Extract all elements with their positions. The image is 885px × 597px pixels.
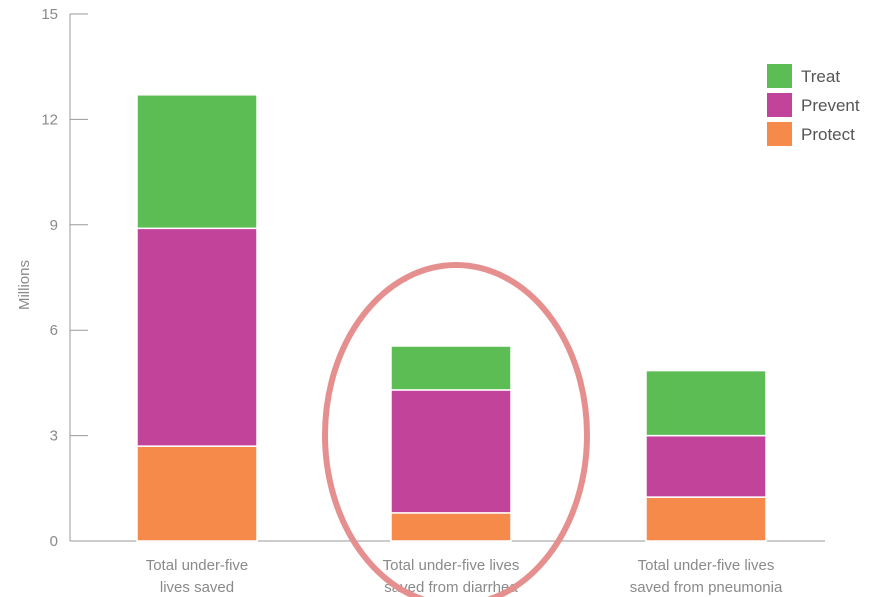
bar-segment-protect bbox=[390, 512, 512, 542]
bar-segment-protect bbox=[645, 496, 767, 542]
bar-segment-protect bbox=[136, 445, 258, 542]
highlight-annotation bbox=[322, 262, 590, 597]
y-tick-label: 9 bbox=[50, 217, 58, 234]
category-label: Total under-five lives saved bbox=[146, 557, 249, 596]
y-tick-label: 15 bbox=[41, 6, 58, 23]
legend-label-treat: Treat bbox=[801, 67, 840, 86]
legend-label-prevent: Prevent bbox=[801, 96, 860, 115]
y-tick-label: 0 bbox=[50, 533, 58, 550]
y-tick-label: 12 bbox=[41, 111, 58, 128]
bars bbox=[136, 94, 767, 542]
legend: Treat Prevent Protect bbox=[767, 64, 860, 146]
y-tick-label: 6 bbox=[50, 322, 58, 339]
highlight-ellipse bbox=[322, 262, 590, 597]
category-label: Total under-five lives saved from diarrhe… bbox=[383, 557, 520, 596]
legend-label-protect: Protect bbox=[801, 125, 855, 144]
y-axis-label: Millions bbox=[16, 260, 33, 310]
category-labels: Total under-five lives saved Total under-f… bbox=[146, 557, 783, 596]
y-tick-label: 3 bbox=[50, 428, 58, 445]
bar-segment-treat bbox=[390, 345, 512, 391]
bar-segment-prevent bbox=[136, 227, 258, 447]
bar-segment-prevent bbox=[645, 434, 767, 498]
category-label: Total under-five lives saved from pneumon… bbox=[630, 557, 783, 596]
legend-swatch-treat bbox=[767, 64, 792, 88]
legend-swatch-prevent bbox=[767, 93, 792, 117]
bar-segment-prevent bbox=[390, 389, 512, 514]
legend-swatch-protect bbox=[767, 122, 792, 146]
bar-segment-treat bbox=[136, 94, 258, 230]
bar-segment-treat bbox=[645, 369, 767, 437]
